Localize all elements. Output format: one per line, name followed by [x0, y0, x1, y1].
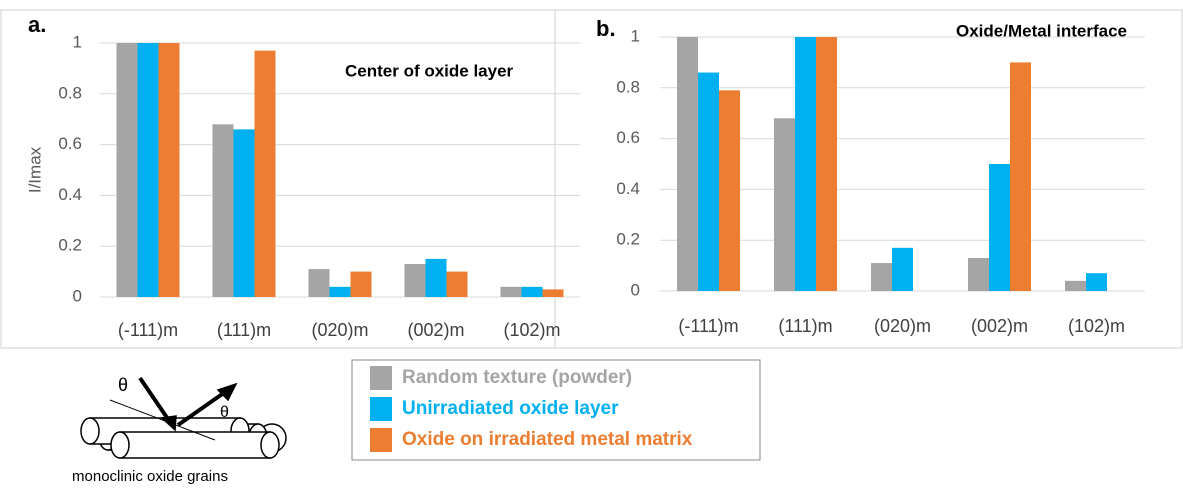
- panel-label: a.: [28, 12, 46, 37]
- bar: [521, 286, 543, 297]
- y-tick-label: 0: [73, 286, 82, 305]
- bar: [698, 72, 719, 291]
- bar: [233, 129, 255, 297]
- x-tick-label: (102)m: [1068, 316, 1125, 336]
- bar: [158, 43, 180, 297]
- x-tick-label: (020)m: [311, 320, 368, 340]
- bar: [774, 118, 795, 291]
- y-tick-label: 0.8: [58, 83, 82, 102]
- bar: [425, 258, 447, 297]
- x-tick-label: (102)m: [503, 320, 560, 340]
- legend: Random texture (powder) Unirradiated oxid…: [370, 366, 693, 452]
- grain-end: [80, 417, 100, 445]
- bar: [1086, 273, 1107, 291]
- bar: [719, 90, 740, 291]
- grain: [119, 431, 271, 459]
- panel-label: b.: [596, 16, 616, 41]
- legend-label: Unirradiated oxide layer: [402, 398, 619, 419]
- x-tick-label: (-111)m: [118, 320, 178, 340]
- x-tick-label: (020)m: [874, 316, 931, 336]
- bar: [404, 263, 426, 297]
- annotation: Center of oxide layer: [345, 61, 514, 80]
- bar: [1065, 280, 1086, 291]
- x-tick-label: (111)m: [778, 316, 832, 336]
- angle-label: θ: [220, 404, 229, 421]
- y-axis-label: I/Imax: [25, 146, 44, 193]
- y-tick-label: 0.2: [58, 236, 82, 255]
- bar: [308, 269, 330, 297]
- diagram: [80, 376, 287, 459]
- x-tick-label: (002)m: [407, 320, 464, 340]
- panel-frame: [554, 9, 1183, 349]
- legend-frame: [351, 359, 761, 461]
- angle-label: θ: [118, 375, 128, 395]
- diffracted-ray: [176, 388, 230, 427]
- bar: [677, 37, 698, 291]
- y-tick-label: 0.2: [616, 230, 640, 249]
- bar: [1010, 62, 1031, 292]
- x-tick-label: (-111)m: [678, 316, 738, 336]
- bar: [446, 271, 468, 297]
- grain-end: [260, 431, 280, 459]
- x-tick-label: (111)m: [217, 320, 271, 340]
- y-tick-label: 0: [631, 280, 640, 299]
- legend-swatch: [370, 366, 392, 390]
- bar: [795, 37, 816, 291]
- y-tick-label: 0.6: [616, 128, 640, 147]
- bar: [329, 286, 351, 297]
- y-tick-label: 0.6: [58, 134, 82, 153]
- y-tick-label: 1: [631, 26, 640, 45]
- bar: [350, 271, 372, 297]
- bar: [542, 289, 564, 297]
- bar: [500, 286, 522, 297]
- arrow-head: [216, 382, 238, 402]
- y-tick-label: 0.4: [616, 179, 640, 198]
- bar: [116, 43, 138, 297]
- legend-swatch: [370, 397, 392, 421]
- diagram-caption: monoclinic oxide grains: [72, 468, 228, 485]
- legend-swatch: [370, 428, 392, 452]
- y-tick-label: 0.8: [616, 77, 640, 96]
- legend-label: Random texture (powder): [402, 367, 632, 388]
- legend-label: Oxide on irradiated metal matrix: [402, 429, 693, 450]
- y-tick-label: 1: [73, 32, 82, 51]
- bar: [871, 263, 892, 291]
- grain-end: [110, 431, 130, 459]
- bar: [816, 37, 837, 291]
- annotation: Oxide/Metal interface: [956, 21, 1127, 40]
- bar: [254, 50, 276, 298]
- bar: [989, 164, 1010, 291]
- bar: [892, 247, 913, 291]
- y-tick-label: 0.4: [58, 185, 82, 204]
- bar: [137, 43, 159, 297]
- normal-line: [109, 399, 216, 441]
- bar: [968, 257, 989, 291]
- bar: [212, 124, 234, 297]
- x-tick-label: (002)m: [971, 316, 1028, 336]
- arrow-head: [160, 415, 177, 432]
